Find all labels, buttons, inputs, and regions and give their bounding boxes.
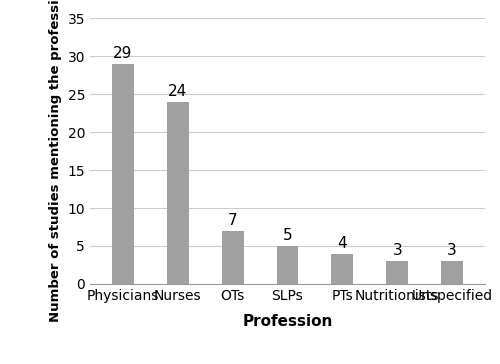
Text: 4: 4 xyxy=(338,236,347,250)
Text: 5: 5 xyxy=(282,228,292,243)
Text: 3: 3 xyxy=(392,243,402,258)
Bar xyxy=(386,261,408,284)
Y-axis label: Number of studies mentioning the profession: Number of studies mentioning the profess… xyxy=(49,0,62,322)
Text: 3: 3 xyxy=(447,243,457,258)
X-axis label: Profession: Profession xyxy=(242,314,332,329)
Bar xyxy=(112,64,134,284)
Text: 29: 29 xyxy=(113,46,132,61)
Bar xyxy=(332,254,353,284)
Bar xyxy=(276,246,298,284)
Bar xyxy=(441,261,463,284)
Bar xyxy=(222,231,244,284)
Text: 7: 7 xyxy=(228,213,237,228)
Bar xyxy=(167,102,189,284)
Text: 24: 24 xyxy=(168,84,188,99)
